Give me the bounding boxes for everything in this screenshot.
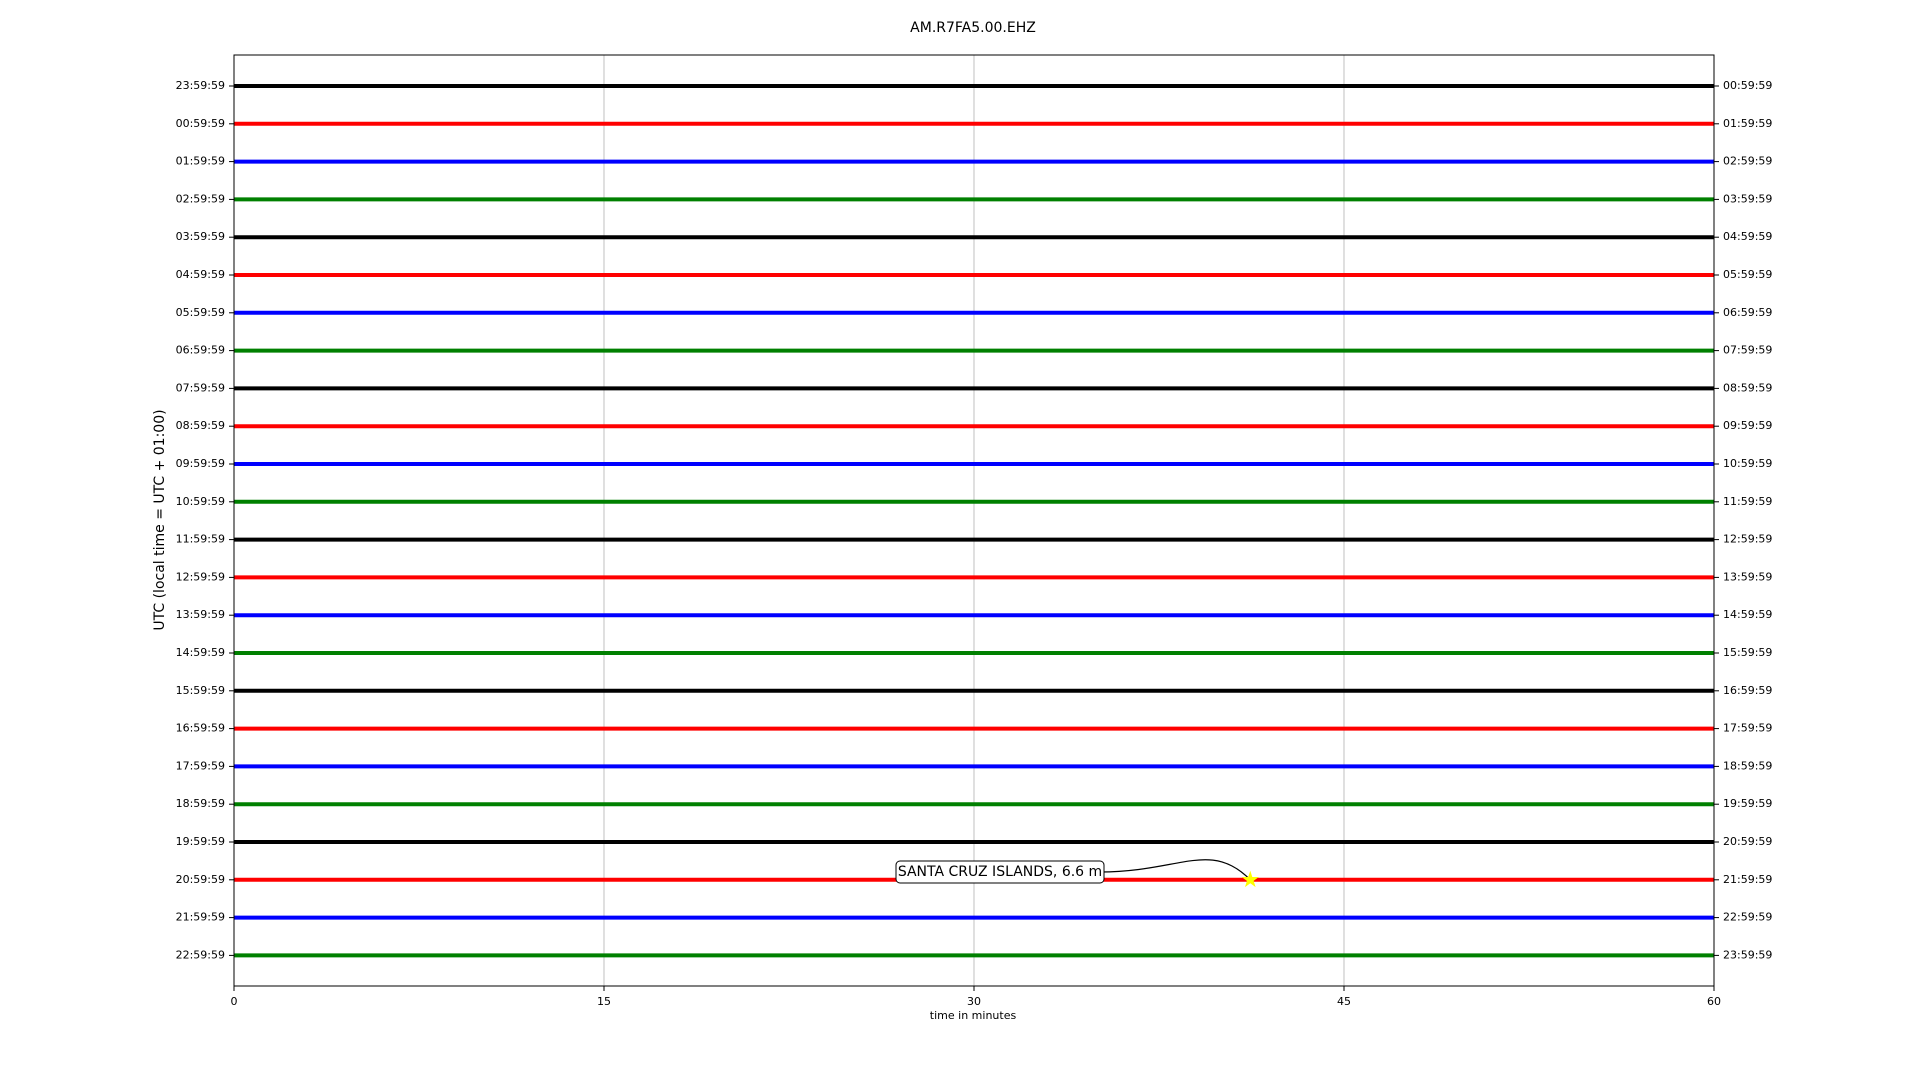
y-tick-label: 18:59:59	[176, 797, 225, 810]
y-tick-label-right: 13:59:59	[1723, 570, 1772, 583]
y-tick-label: 17:59:59	[176, 759, 225, 772]
y-tick-label-right: 15:59:59	[1723, 646, 1772, 659]
y-tick-label-right: 23:59:59	[1723, 948, 1772, 961]
annotation-box	[895, 860, 1105, 884]
y-axis-label: UTC (local time = UTC + 01:00)	[152, 409, 168, 630]
annotation-arrow	[1099, 859, 1251, 881]
plot-frame	[233, 54, 1715, 987]
y-tick-label-right: 02:59:59	[1723, 155, 1772, 168]
y-tick-label: 05:59:59	[176, 306, 225, 319]
y-tick-label: 21:59:59	[176, 911, 225, 924]
y-tick-label: 09:59:59	[176, 457, 225, 470]
y-tick-label-right: 00:59:59	[1723, 79, 1772, 92]
x-tick-label: 0	[231, 995, 238, 1008]
x-tick-label: 30	[967, 995, 981, 1008]
y-tick-label: 03:59:59	[176, 230, 225, 243]
y-tick-label: 20:59:59	[176, 873, 225, 886]
y-tick-label: 19:59:59	[176, 835, 225, 848]
y-tick-label-right: 03:59:59	[1723, 192, 1772, 205]
y-tick-label: 12:59:59	[176, 570, 225, 583]
y-tick-label: 14:59:59	[176, 646, 225, 659]
y-tick-label: 15:59:59	[176, 684, 225, 697]
y-tick-label-right: 06:59:59	[1723, 306, 1772, 319]
y-tick-label: 06:59:59	[176, 344, 225, 357]
y-tick-label-right: 20:59:59	[1723, 835, 1772, 848]
y-tick-label-right: 04:59:59	[1723, 230, 1772, 243]
y-tick-label-right: 14:59:59	[1723, 608, 1772, 621]
chart-title: AM.R7FA5.00.EHZ	[910, 20, 1036, 36]
y-tick-label: 07:59:59	[176, 381, 225, 394]
y-tick-label: 00:59:59	[176, 117, 225, 130]
y-tick-label-right: 12:59:59	[1723, 533, 1772, 546]
y-tick-label: 11:59:59	[176, 533, 225, 546]
x-tick-label: 15	[597, 995, 611, 1008]
y-tick-label: 02:59:59	[176, 192, 225, 205]
y-tick-label: 23:59:59	[176, 79, 225, 92]
y-tick-label-right: 10:59:59	[1723, 457, 1772, 470]
y-tick-label: 10:59:59	[176, 495, 225, 508]
y-tick-label: 01:59:59	[176, 155, 225, 168]
x-axis-label: time in minutes	[930, 1009, 1017, 1022]
y-tick-label: 22:59:59	[176, 948, 225, 961]
y-tick-label-right: 19:59:59	[1723, 797, 1772, 810]
y-tick-label-right: 05:59:59	[1723, 268, 1772, 281]
y-tick-label: 04:59:59	[176, 268, 225, 281]
event-marker	[1241, 870, 1259, 888]
y-tick-label-right: 16:59:59	[1723, 684, 1772, 697]
y-tick-label-right: 17:59:59	[1723, 722, 1772, 735]
y-tick-label: 16:59:59	[176, 722, 225, 735]
y-tick-label-right: 21:59:59	[1723, 873, 1772, 886]
y-tick-label: 13:59:59	[176, 608, 225, 621]
y-tick-label-right: 09:59:59	[1723, 419, 1772, 432]
annotation: SANTA CRUZ ISLANDS, 6.6 m	[898, 864, 1102, 880]
y-tick-label-right: 18:59:59	[1723, 759, 1772, 772]
y-tick-label: 08:59:59	[176, 419, 225, 432]
y-tick-label-right: 07:59:59	[1723, 344, 1772, 357]
x-tick-label: 45	[1337, 995, 1351, 1008]
y-tick-label-right: 22:59:59	[1723, 911, 1772, 924]
y-tick-label-right: 01:59:59	[1723, 117, 1772, 130]
x-tick-label: 60	[1707, 995, 1721, 1008]
y-tick-label-right: 11:59:59	[1723, 495, 1772, 508]
y-tick-label-right: 08:59:59	[1723, 381, 1772, 394]
